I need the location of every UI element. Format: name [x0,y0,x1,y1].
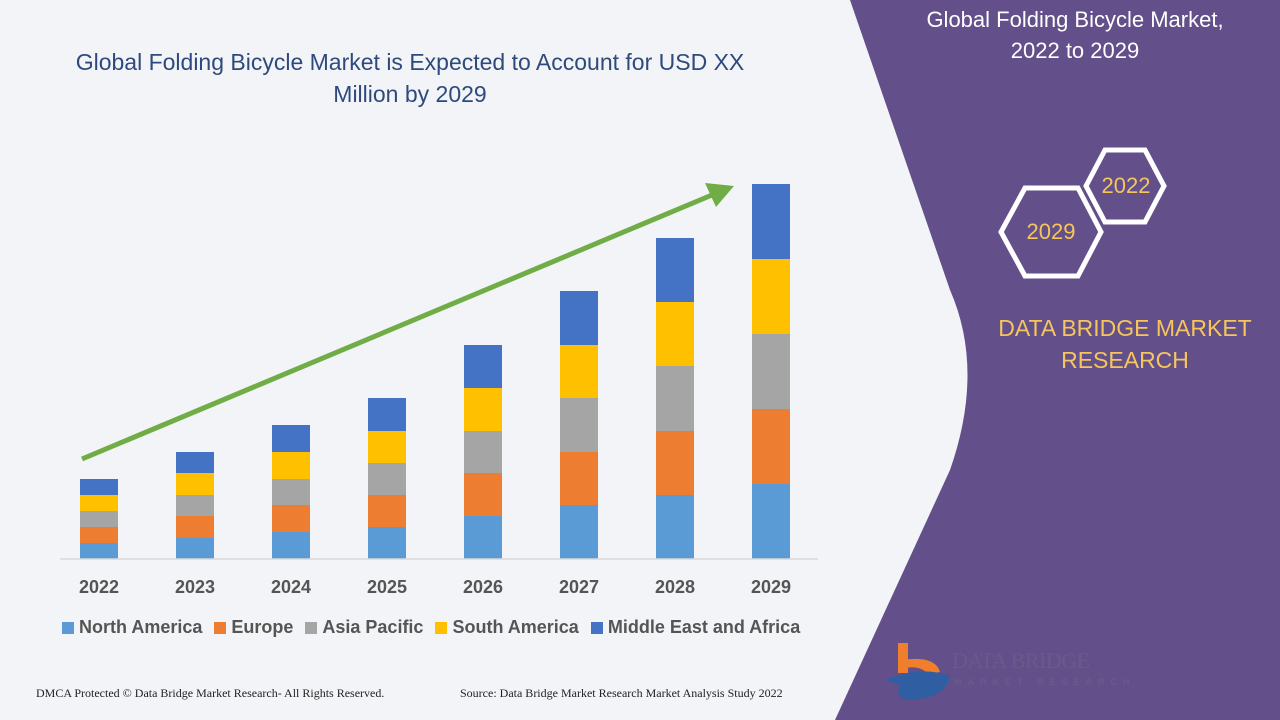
bar-segment-2026-1 [464,473,502,516]
legend-label: North America [79,617,203,637]
bar-segment-2023-0 [176,538,214,559]
brand-line1: DATA BRIDGE MARKET [998,315,1252,341]
legend-swatch [435,621,448,634]
bar-segment-2027-3 [560,345,598,398]
legend-item-europe: Europe [214,617,293,638]
bar-segment-2029-2 [752,334,790,409]
bar-segment-2022-3 [80,495,118,511]
bar-segment-2023-3 [176,473,214,495]
legend-label: Europe [231,617,294,637]
source-text: Source: Data Bridge Market Research Mark… [460,686,783,700]
brand-line2: RESEARCH [1061,347,1189,373]
legend-item-asia-pacific: Asia Pacific [305,617,423,638]
hexagon-2029 [998,185,1104,279]
logo-tagline: MARKET RESEARCH [954,677,1136,687]
bar-segment-2022-0 [80,543,118,559]
legend-label: Middle East and Africa [607,617,801,637]
x-tick-label: 2025 [367,577,407,597]
bar-segment-2022-4 [80,479,118,495]
bar-segment-2025-3 [368,431,406,463]
panel-title-line1: Global Folding Bicycle Market, [926,7,1224,32]
bar-segment-2026-0 [464,516,502,559]
bar-segment-2029-0 [752,484,790,559]
bar-segment-2022-1 [80,527,118,543]
bar-segment-2028-2 [656,366,694,431]
bar-segment-2027-1 [560,452,598,505]
x-tick-label: 2023 [175,577,215,597]
purple-panel [835,0,1280,720]
bar-segment-2023-1 [176,516,214,538]
bar-segment-2026-2 [464,431,502,473]
x-tick-label: 2022 [79,577,119,597]
trend-arrow [81,192,713,462]
chart-title: Global Folding Bicycle Market is Expecte… [75,49,745,107]
bar-segment-2028-4 [656,238,694,302]
bar-segment-2024-3 [272,452,310,479]
bar-segment-2028-0 [656,495,694,559]
legend-item-middle-east-africa: Middle East and Africa [590,617,801,638]
bar-segment-2024-2 [272,479,310,505]
bar-segment-2022-2 [80,511,118,527]
bar-segment-2027-2 [560,398,598,452]
logo-icon [885,643,950,700]
x-tick-label: 2029 [751,577,791,597]
panel-title: Global Folding Bicycle Market, 2022 to 2… [890,4,1260,66]
bar-segment-2027-4 [560,291,598,345]
bar-segment-2025-2 [368,463,406,495]
x-tick-label: 2028 [655,577,695,597]
bar-segment-2025-0 [368,527,406,559]
bar-segment-2029-4 [752,184,790,259]
bar-segment-2028-3 [656,302,694,366]
panel-title-line2: 2022 to 2029 [1010,38,1140,63]
bar-segment-2027-0 [560,505,598,559]
bar-segment-2025-4 [368,398,406,431]
legend-swatch [305,621,318,634]
bar-segment-2026-4 [464,345,502,388]
stacked-bar-chart: 2022 2023 2024 2025 2026 2027 2028 2029 [79,184,791,597]
legend-item-north-america: North America [62,617,202,638]
logo-name: DATA BRIDGE [952,648,1090,673]
hex-label-2029: 2029 [1026,219,1076,244]
copyright-text: DMCA Protected © Data Bridge Market Rese… [36,686,385,700]
x-tick-label: 2027 [559,577,599,597]
hex-label-2022: 2022 [1101,173,1151,198]
legend-swatch [214,621,227,634]
legend-item-south-america: South America [435,617,579,638]
hexagon-2022 [1083,147,1167,225]
trend-arrow-head [705,183,734,207]
bar-segment-2028-1 [656,431,694,495]
legend: North America Europe Asia Pacific South … [62,617,800,638]
bar-segment-2029-3 [752,259,790,334]
bar-segment-2029-1 [752,409,790,484]
bar-segment-2023-4 [176,452,214,473]
bar-segment-2024-1 [272,505,310,532]
x-tick-label: 2026 [463,577,503,597]
bar-segment-2026-3 [464,388,502,431]
bar-segment-2024-0 [272,532,310,559]
bar-segment-2023-2 [176,495,214,516]
x-tick-label: 2024 [271,577,311,597]
bar-segment-2025-1 [368,495,406,527]
brand-text: DATA BRIDGE MARKET RESEARCH [975,312,1275,376]
legend-swatch [590,621,603,634]
legend-label: South America [452,617,579,637]
legend-swatch [62,621,74,634]
bar-segment-2024-4 [272,425,310,452]
legend-label: Asia Pacific [322,617,424,637]
